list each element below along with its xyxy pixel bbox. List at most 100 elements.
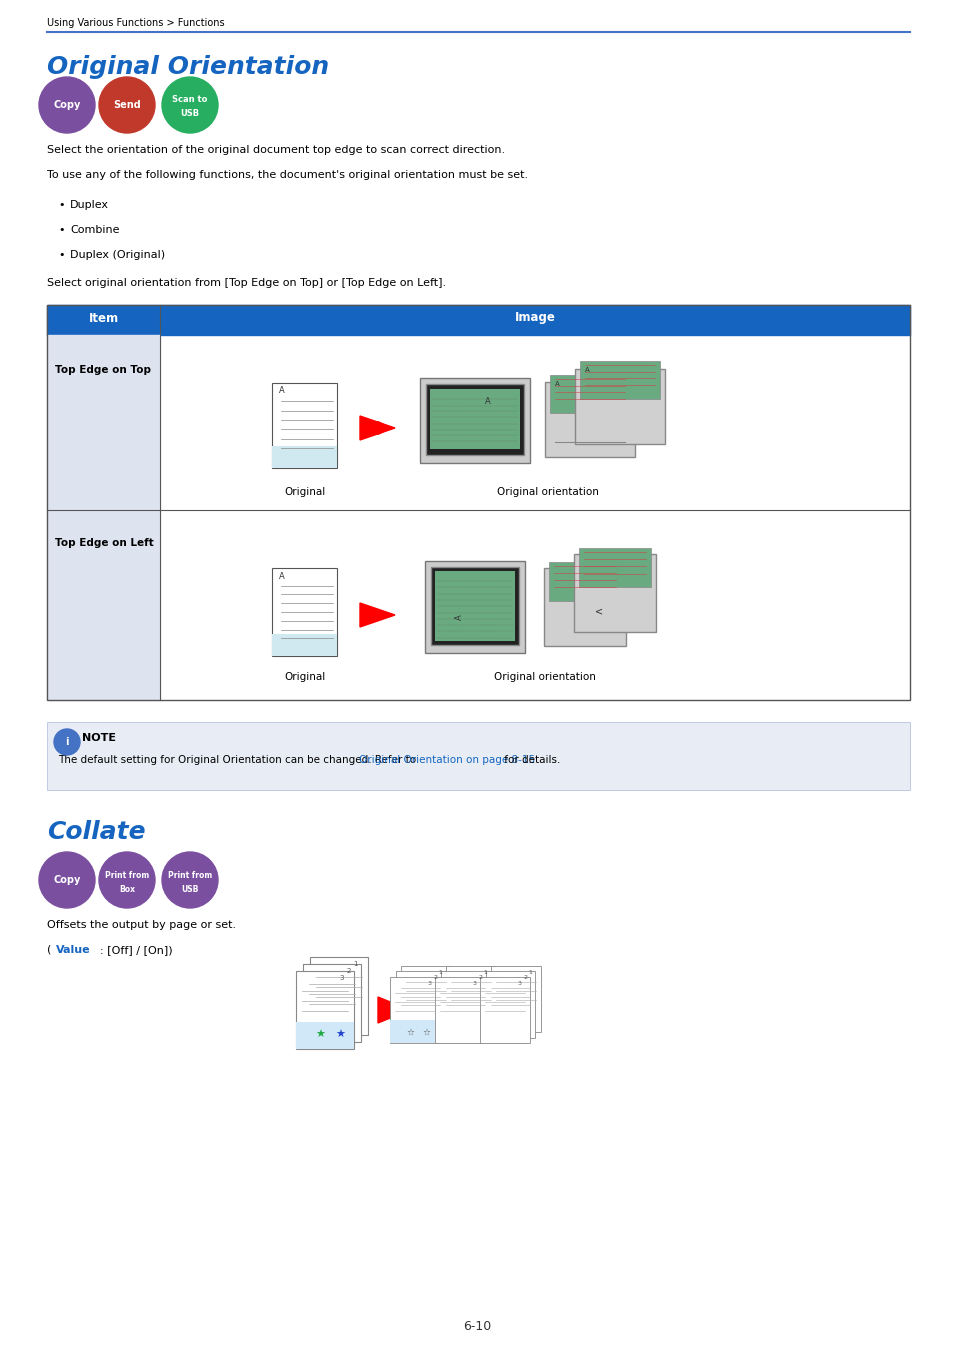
FancyBboxPatch shape: [390, 1021, 439, 1044]
Text: Value: Value: [56, 945, 91, 954]
Text: Duplex (Original): Duplex (Original): [70, 250, 165, 261]
FancyBboxPatch shape: [295, 1022, 354, 1049]
Text: A: A: [555, 381, 559, 387]
Text: •: •: [58, 250, 65, 261]
Text: 1: 1: [354, 961, 357, 967]
Text: 3: 3: [472, 981, 476, 985]
Text: Select the orientation of the original document top edge to scan correct directi: Select the orientation of the original d…: [47, 144, 504, 155]
FancyBboxPatch shape: [574, 554, 656, 632]
Text: : [Off] / [On]): : [Off] / [On]): [100, 945, 172, 954]
Text: 6-10: 6-10: [462, 1320, 491, 1332]
Text: Copy: Copy: [53, 100, 81, 109]
FancyBboxPatch shape: [424, 562, 524, 653]
Circle shape: [326, 1000, 337, 1012]
Text: 1: 1: [528, 969, 532, 975]
Text: USB: USB: [181, 884, 198, 894]
FancyBboxPatch shape: [491, 965, 540, 1033]
Text: 2: 2: [522, 975, 527, 980]
FancyBboxPatch shape: [543, 568, 625, 647]
Text: Offsets the output by page or set.: Offsets the output by page or set.: [47, 919, 236, 930]
Text: Combine: Combine: [70, 225, 119, 235]
Text: i: i: [65, 737, 69, 747]
Text: Top Edge on Left: Top Edge on Left: [55, 539, 153, 548]
Text: ★: ★: [314, 1030, 325, 1040]
Text: Print from: Print from: [105, 871, 149, 879]
FancyBboxPatch shape: [273, 634, 337, 656]
Text: A: A: [484, 397, 490, 406]
Bar: [47, 305, 909, 335]
FancyBboxPatch shape: [440, 972, 490, 1038]
Circle shape: [39, 852, 95, 909]
FancyBboxPatch shape: [431, 567, 518, 645]
Text: •: •: [58, 225, 65, 235]
Bar: [47, 510, 160, 701]
Text: Item: Item: [89, 312, 118, 324]
Text: 3: 3: [427, 981, 431, 985]
FancyBboxPatch shape: [401, 965, 450, 1033]
Text: Original: Original: [284, 672, 325, 682]
Text: Original Orientation on page 8-15: Original Orientation on page 8-15: [358, 755, 535, 765]
Polygon shape: [359, 416, 395, 440]
Circle shape: [99, 852, 154, 909]
Text: Scan to: Scan to: [172, 96, 208, 104]
Text: A: A: [278, 572, 284, 580]
Polygon shape: [359, 603, 395, 626]
Text: 2: 2: [433, 975, 436, 980]
Bar: [47, 305, 909, 701]
Text: Original orientation: Original orientation: [497, 487, 598, 497]
Circle shape: [162, 852, 218, 909]
FancyBboxPatch shape: [426, 383, 523, 455]
Circle shape: [162, 77, 218, 134]
Text: •: •: [58, 200, 65, 211]
Text: Print from: Print from: [168, 871, 212, 879]
Text: Image: Image: [514, 312, 555, 324]
FancyBboxPatch shape: [390, 977, 439, 1044]
Text: Top Edge on Top: Top Edge on Top: [55, 364, 151, 375]
FancyBboxPatch shape: [550, 375, 629, 413]
FancyBboxPatch shape: [485, 972, 535, 1038]
FancyBboxPatch shape: [578, 548, 650, 587]
FancyBboxPatch shape: [47, 722, 909, 790]
Text: 1: 1: [438, 969, 442, 975]
Bar: [47, 335, 160, 510]
FancyBboxPatch shape: [273, 447, 337, 467]
Text: Box: Box: [119, 884, 135, 894]
FancyBboxPatch shape: [480, 977, 529, 1044]
Circle shape: [99, 77, 154, 134]
FancyBboxPatch shape: [435, 571, 515, 641]
FancyBboxPatch shape: [295, 971, 354, 1049]
FancyBboxPatch shape: [419, 378, 530, 463]
FancyBboxPatch shape: [544, 382, 635, 458]
Text: A: A: [278, 386, 284, 396]
Text: A: A: [455, 614, 463, 620]
Text: NOTE: NOTE: [82, 733, 116, 743]
FancyBboxPatch shape: [273, 382, 337, 467]
Polygon shape: [377, 998, 410, 1023]
Text: USB: USB: [180, 108, 199, 117]
Text: for details.: for details.: [500, 755, 559, 765]
FancyBboxPatch shape: [430, 389, 519, 450]
Text: Original: Original: [284, 487, 325, 497]
FancyBboxPatch shape: [548, 562, 620, 601]
Text: (: (: [47, 945, 51, 954]
FancyBboxPatch shape: [303, 964, 360, 1042]
Text: 1: 1: [483, 969, 487, 975]
Circle shape: [54, 729, 80, 755]
Text: <: <: [595, 608, 605, 617]
Text: Using Various Functions > Functions: Using Various Functions > Functions: [47, 18, 224, 28]
Text: Original orientation: Original orientation: [494, 672, 596, 682]
Text: Duplex: Duplex: [70, 200, 109, 211]
FancyBboxPatch shape: [395, 972, 445, 1038]
FancyBboxPatch shape: [579, 360, 659, 398]
FancyBboxPatch shape: [575, 369, 664, 444]
Text: Original Orientation: Original Orientation: [47, 55, 329, 80]
Text: Select original orientation from [Top Edge on Top] or [Top Edge on Left].: Select original orientation from [Top Ed…: [47, 278, 446, 288]
Text: ★: ★: [335, 1030, 345, 1040]
Text: The default setting for Original Orientation can be changed. Refer to: The default setting for Original Orienta…: [58, 755, 419, 765]
Text: ☆: ☆: [421, 1027, 430, 1037]
Text: To use any of the following functions, the document's original orientation must : To use any of the following functions, t…: [47, 170, 528, 180]
Text: 3: 3: [517, 981, 521, 985]
Text: 2: 2: [346, 968, 351, 973]
Text: A: A: [584, 367, 589, 373]
FancyBboxPatch shape: [435, 977, 484, 1044]
